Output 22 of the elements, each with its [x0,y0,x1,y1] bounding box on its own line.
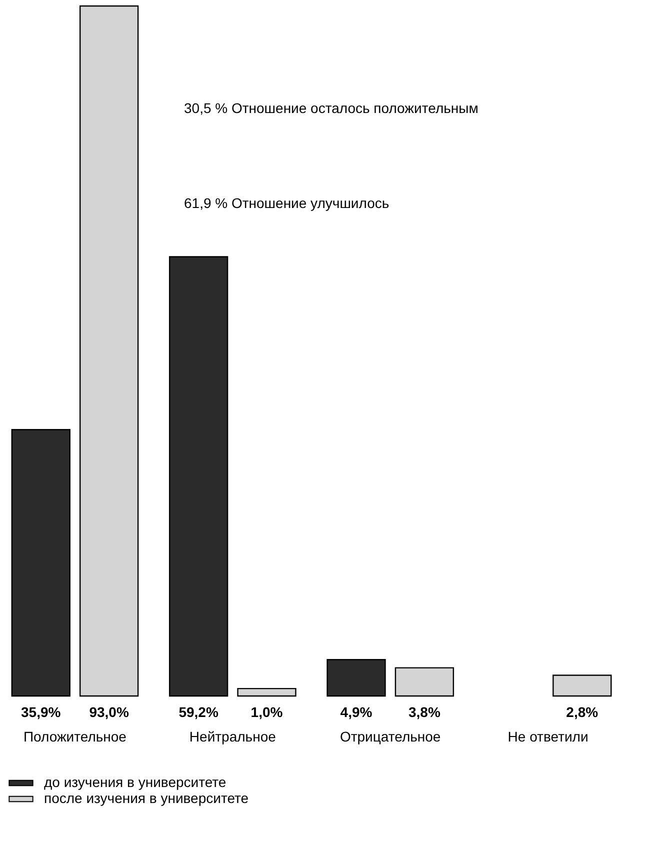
annotation: 61,9 % Отношение улучшилось [184,195,390,211]
data-label: 4,9% [340,704,373,720]
data-label: 93,0% [89,704,130,720]
x-tick-label: Не ответили [508,728,588,744]
data-label: 3,8% [408,704,441,720]
bar [168,256,228,697]
x-tick-label: Положительное [23,728,127,744]
data-label: 2,8% [566,704,599,720]
x-tick-label: Отрицательное [340,728,441,744]
data-label: 35,9% [21,704,62,720]
legend-label: после изучения в университете [44,790,249,806]
bar [79,5,139,697]
data-label: 1,0% [250,704,284,720]
bar [326,659,386,697]
data-label: 59,2% [178,704,219,720]
bar [552,674,612,697]
bar [237,688,296,697]
legend-label: до изучения в университете [44,774,226,790]
x-tick-label: Нейтральное [189,728,276,744]
annotation: 30,5 % Отношение осталось положительным [184,100,478,116]
bar [394,667,454,697]
bar [11,429,70,697]
